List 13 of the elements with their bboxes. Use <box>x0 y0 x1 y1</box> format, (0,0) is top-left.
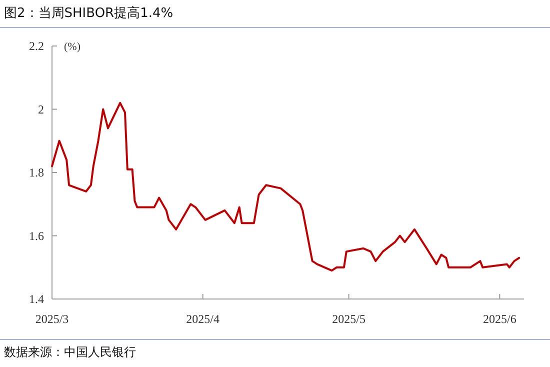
x-tick-label: 2025/6 <box>483 312 516 326</box>
y-tick-label: 1.8 <box>29 166 44 180</box>
x-tick-label: 2025/5 <box>332 312 366 326</box>
y-tick-label: 2 <box>38 102 44 116</box>
y-tick-label: 1.4 <box>29 292 44 306</box>
x-tick-label: 2025/4 <box>186 312 220 326</box>
line-series <box>51 102 520 272</box>
y-tick-label: 2.2 <box>29 39 44 53</box>
y-tick-label: 1.6 <box>29 228 44 243</box>
chart-title: 图2：当周SHIBOR提高1.4% <box>4 5 174 21</box>
y-axis-title: (%) <box>64 41 81 53</box>
x-tick-label: 2025/3 <box>35 312 69 326</box>
source-note: 数据来源：中国人民银行 <box>4 345 136 359</box>
